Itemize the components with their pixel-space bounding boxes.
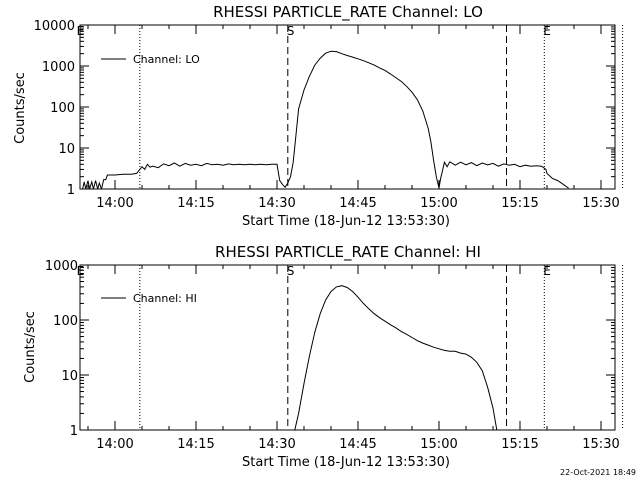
x-tick-label-lo: 14:30	[258, 196, 295, 211]
legend-hi: Channel: HI	[101, 292, 197, 305]
plot-frame-hi	[79, 264, 616, 431]
event-marker-e-hi: E	[543, 264, 551, 278]
x-tick-label-hi: 14:45	[339, 437, 376, 452]
y-tick-label-lo: 1	[67, 183, 75, 198]
legend-lo: Channel: LO	[101, 53, 200, 66]
y-axis-label-lo: Counts/sec	[13, 72, 28, 144]
series-line-hi	[294, 285, 498, 430]
x-axis-label-lo: Start Time (18-Jun-12 13:53:30)	[242, 214, 450, 229]
x-tick-label-lo: 14:45	[339, 196, 376, 211]
x-tick-label-lo: 15:15	[501, 196, 538, 211]
x-tick-label-hi: 14:15	[177, 437, 214, 452]
x-tick-label-hi: 14:00	[96, 437, 133, 452]
chart-title-lo: RHESSI PARTICLE_RATE Channel: LO	[213, 3, 483, 22]
x-tick-label-hi: 15:15	[501, 437, 538, 452]
x-tick-label-lo: 15:00	[420, 196, 457, 211]
event-marker-e-lo: E	[543, 24, 551, 38]
legend-label-lo: Channel: LO	[133, 53, 200, 66]
y-tick-label-hi: 1000	[45, 259, 78, 274]
plot-layer-lo: 1 10 100 1000 10000 14:00 14:15 14:30 14:45 15:00…	[34, 19, 624, 211]
generation-timestamp: 22-Oct-2021 18:49	[560, 468, 636, 477]
panel-hi: RHESSI PARTICLE_RATE Channel: HI Counts/…	[23, 243, 624, 470]
legend-label-hi: Channel: HI	[133, 292, 197, 305]
plot-frame-lo	[79, 24, 616, 190]
y-tick-label-hi: 1	[70, 424, 78, 439]
plot-layer-hi: 1 10 100 1000 14:00 14:15 14:30 14:45 15:00 15:15…	[45, 259, 624, 452]
x-tick-label-hi: 14:30	[258, 437, 295, 452]
x-tick-label-hi: 15:30	[582, 437, 619, 452]
panel-lo: RHESSI PARTICLE_RATE Channel: LO Counts/…	[13, 3, 624, 229]
y-tick-label-lo: 1000	[42, 60, 75, 75]
y-tick-label-lo: 100	[50, 101, 75, 116]
x-tick-label-hi: 15:00	[420, 437, 457, 452]
x-axis-label-hi: Start Time (18-Jun-12 13:53:30)	[242, 455, 450, 470]
y-tick-label-hi: 100	[53, 314, 78, 329]
y-tick-label-lo: 10	[58, 142, 75, 157]
y-tick-label-lo: 10000	[34, 19, 75, 34]
x-tick-label-lo: 14:15	[177, 196, 214, 211]
event-marker-s-lo: S	[287, 24, 295, 38]
y-axis-label-hi: Counts/sec	[23, 311, 38, 383]
chart-title-hi: RHESSI PARTICLE_RATE Channel: HI	[215, 243, 481, 262]
x-tick-label-lo: 15:30	[582, 196, 619, 211]
series-line-lo	[82, 50, 569, 189]
event-marker-s-hi: S	[287, 264, 295, 278]
x-tick-label-lo: 14:00	[96, 196, 133, 211]
y-tick-label-hi: 10	[61, 369, 78, 384]
